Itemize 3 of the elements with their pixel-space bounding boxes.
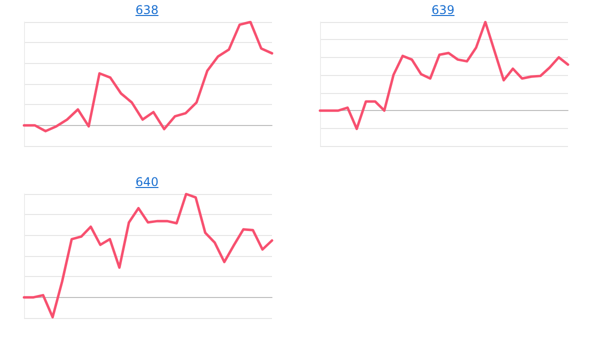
chart-title: 639 bbox=[430, 3, 456, 17]
chart-title: 638 bbox=[134, 3, 160, 17]
chart-title: 640 bbox=[134, 175, 160, 189]
